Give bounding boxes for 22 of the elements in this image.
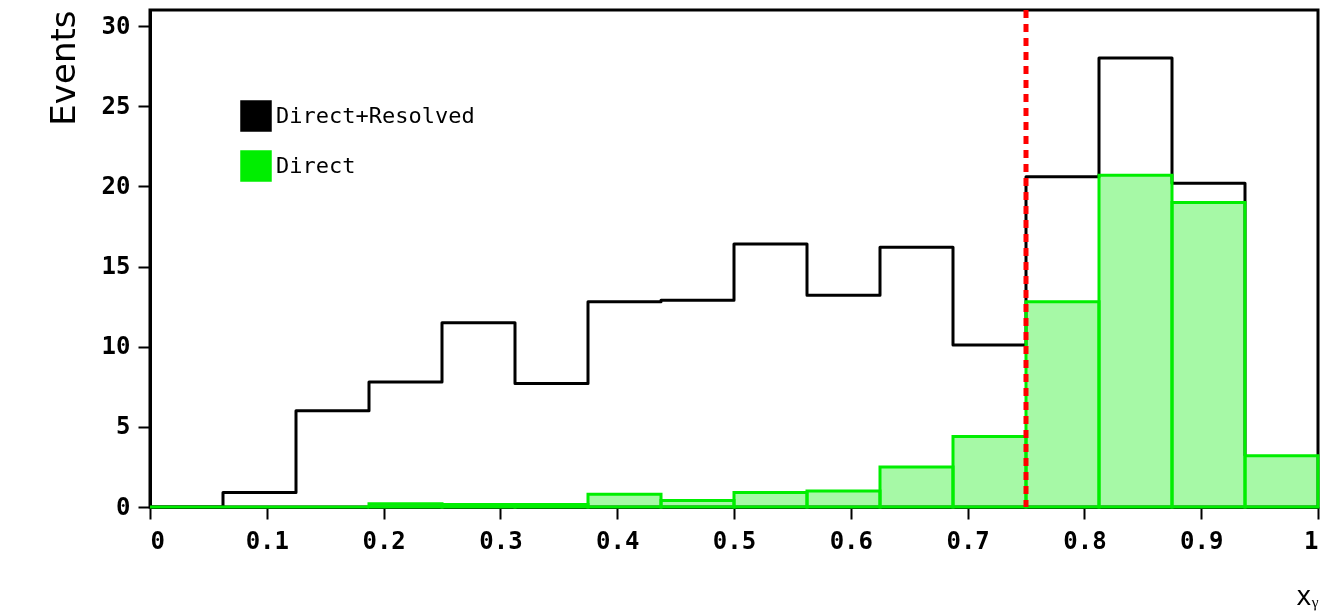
x-tick-label: 0.6 [829,526,873,555]
x-axis-title: xᵧ [1295,580,1319,611]
legend-label: Direct+Resolved [276,103,475,128]
y-tick-label: 15 [101,252,131,281]
x-tick-label: 0.1 [245,526,289,555]
x-tick-label: 0.9 [1180,526,1224,555]
y-tick-label: 10 [101,332,131,361]
x-tick-label: 0.7 [946,526,990,555]
y-tick-label: 30 [101,11,131,40]
y-axis-title: Events [42,10,83,126]
x-tick-label: 0.8 [1063,526,1107,555]
x-tick-label: 0.3 [479,526,523,555]
x-tick-label: 0.4 [596,526,640,555]
x-tick-label: 0.5 [712,526,757,555]
y-tick-label: 20 [101,171,131,200]
x-tick-label: 0.2 [362,526,406,555]
x-tick-label: 0 [150,526,165,555]
y-tick-label: 0 [116,492,131,521]
legend-label: Direct [276,153,356,178]
y-tick-label: 5 [116,412,131,441]
y-tick-label: 25 [101,91,131,120]
x-tick-label: 1 [1304,526,1319,555]
